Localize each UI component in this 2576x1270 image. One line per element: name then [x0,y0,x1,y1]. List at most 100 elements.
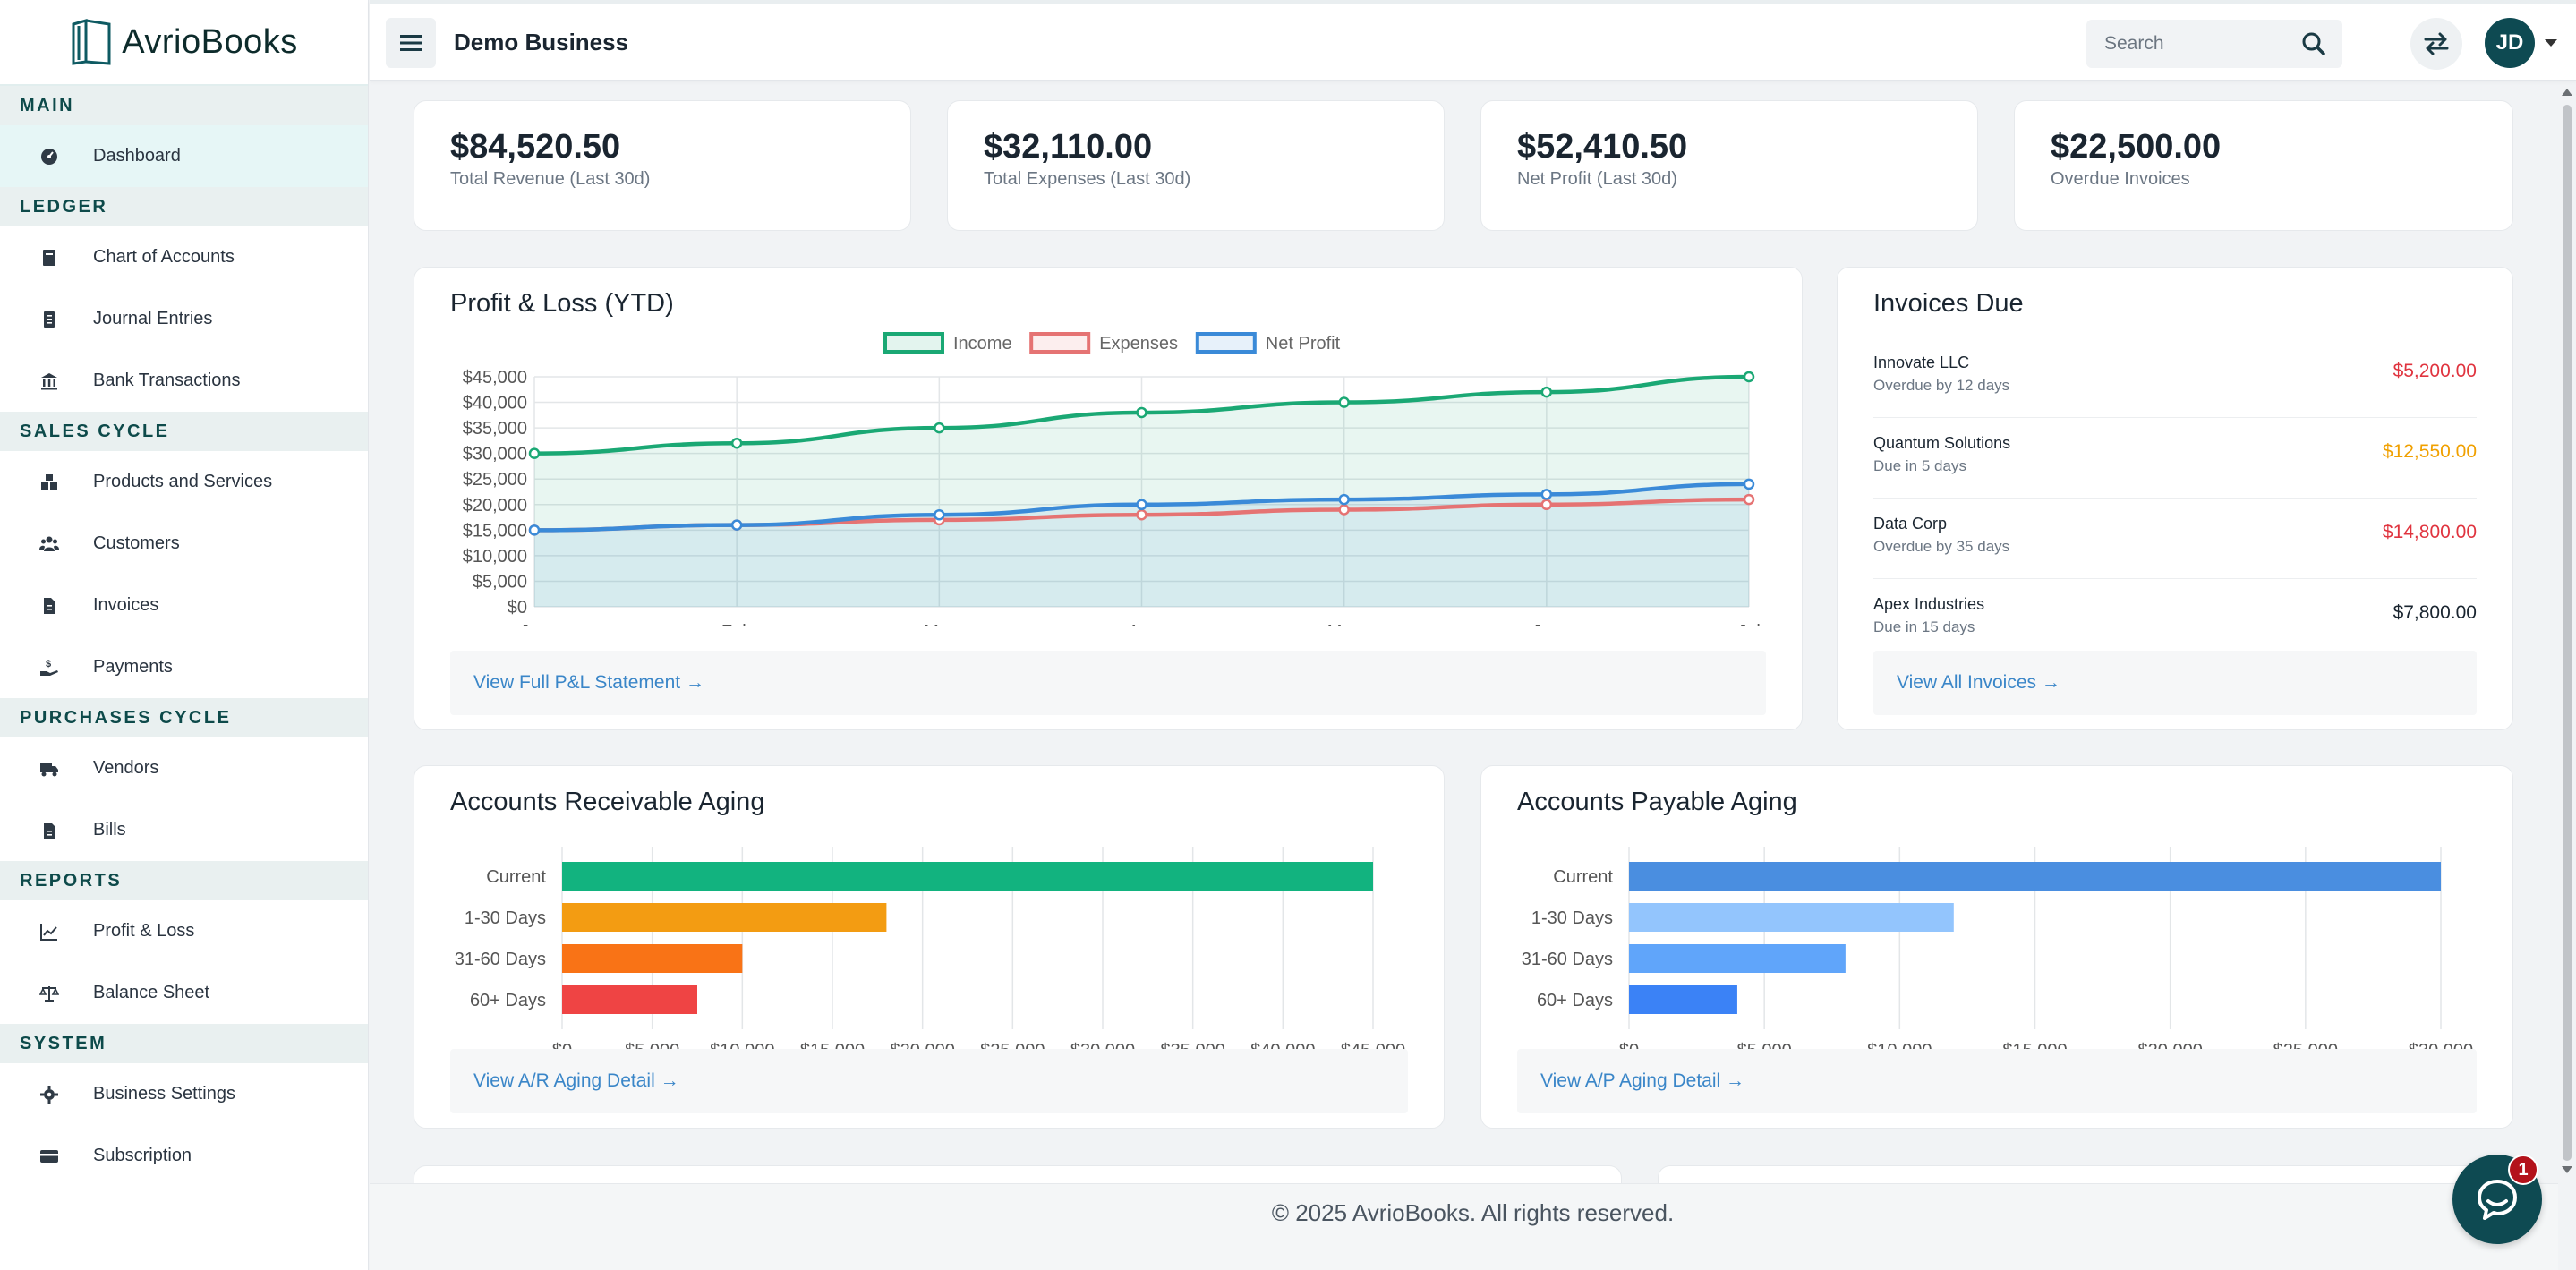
view-all-invoices-link[interactable]: View All Invoices → [1897,672,2060,693]
data-point[interactable] [1743,371,1755,383]
pnl-chart: $45,000 $40,000 $35,000 $30,000 $25,000 $20,0… [463,332,1761,626]
invoice-status: Due in 5 days [1873,457,1966,474]
search-box[interactable] [2086,20,2342,68]
data-point[interactable] [934,508,945,521]
sidebar-item-payments[interactable]: $ Payments [0,636,368,698]
ap-aging-card: Accounts Payable Aging $0$5,000$10,000$1… [1480,765,2513,1129]
y-tick-label: 1-30 Days [465,908,546,928]
menu-toggle-button[interactable] [386,18,436,68]
sidebar: AvrioBooks MAIN Dashboard LEDGER Chart o… [0,0,369,1270]
view-ar-aging-link[interactable]: View A/R Aging Detail → [473,1070,679,1091]
data-point[interactable] [1743,493,1755,506]
scrollbar[interactable] [2558,85,2576,1177]
sidebar-item-business-settings[interactable]: Business Settings [0,1063,368,1125]
bar[interactable] [562,903,887,932]
nav-section-title: SYSTEM [0,1024,368,1063]
bar[interactable] [1629,862,2441,891]
sidebar-item-label: Payments [93,657,173,677]
data-point[interactable] [1338,493,1350,506]
invoice-amount: $12,550.00 [2382,441,2477,462]
scroll-thumb[interactable] [2563,105,2572,1161]
data-point[interactable] [1136,508,1147,521]
data-point[interactable] [1338,396,1350,408]
invoice-row[interactable]: Data Corp Overdue by 35 days $14,800.00 [1873,499,2477,579]
scroll-down-icon[interactable] [2562,1166,2572,1173]
sidebar-item-dashboard[interactable]: Dashboard [0,125,368,187]
data-point[interactable] [1136,499,1147,511]
bar[interactable] [562,944,743,973]
sidebar-item-label: Products and Services [93,472,273,491]
truck-icon [39,759,59,779]
chevron-down-icon[interactable] [2545,39,2557,47]
kpi-label: Total Revenue (Last 30d) [450,169,651,189]
bar[interactable] [562,862,1373,891]
bar[interactable] [562,985,697,1014]
invoice-amount: $5,200.00 [2393,361,2477,381]
y-tick-label: $45,000 [463,368,527,388]
sidebar-item-label: Bills [93,820,126,840]
sidebar-item-journal-entries[interactable]: Journal Entries [0,288,368,350]
bar[interactable] [1629,903,1954,932]
view-ap-aging-link[interactable]: View A/P Aging Detail → [1540,1070,1745,1091]
data-point[interactable] [528,447,541,459]
sidebar-item-vendors[interactable]: Vendors [0,737,368,799]
search-icon[interactable] [2301,31,2326,61]
invoice-customer: Apex Industries [1873,595,1985,613]
sidebar-item-bills[interactable]: Bills [0,799,368,861]
data-point[interactable] [528,524,541,536]
x-tick-label: Mar [924,622,955,626]
view-pnl-link[interactable]: View Full P&L Statement → [473,672,704,693]
bar[interactable] [1629,944,1846,973]
invoice-row[interactable]: Apex Industries Due in 15 days $7,800.00 [1873,579,2477,660]
brand[interactable]: AvrioBooks [0,0,368,86]
search-input[interactable] [2104,33,2301,55]
invoice-amount: $14,800.00 [2382,522,2477,542]
legend-label[interactable]: Net Profit [1266,334,1341,354]
data-point[interactable] [730,437,743,449]
legend-swatch[interactable] [1195,332,1257,354]
data-point[interactable] [1136,406,1147,419]
data-point[interactable] [1540,489,1553,500]
bar[interactable] [1629,985,1737,1014]
legend-label[interactable]: Expenses [1099,334,1178,354]
kpi-value: $84,520.50 [450,128,621,166]
invoice-status: Overdue by 35 days [1873,538,2010,555]
brand-name: AvrioBooks [122,22,298,61]
sidebar-item-customers[interactable]: Customers [0,513,368,575]
invoices-due-footer: View All Invoices → [1873,651,2477,715]
sidebar-item-subscription[interactable]: Subscription [0,1125,368,1187]
gear-icon [39,1085,59,1104]
user-avatar[interactable]: JD [2485,18,2535,68]
business-name[interactable]: Demo Business [454,29,629,55]
top-header: Demo Business JD [370,0,2576,81]
switch-business-button[interactable] [2410,18,2462,70]
partial-card [1658,1165,2513,1183]
svg-text:$: $ [46,659,51,669]
sidebar-item-invoices[interactable]: Invoices [0,575,368,636]
sidebar-item-products-and-services[interactable]: Products and Services [0,451,368,513]
data-point[interactable] [730,519,743,531]
line-chart-icon [39,922,59,942]
invoice-row[interactable]: Innovate LLC Overdue by 12 days $5,200.0… [1873,337,2477,418]
sidebar-item-profit-loss[interactable]: Profit & Loss [0,900,368,962]
legend-label[interactable]: Income [953,334,1012,354]
sidebar-item-label: Journal Entries [93,309,213,328]
y-tick-label: $40,000 [463,394,527,413]
data-point[interactable] [934,422,945,434]
data-point[interactable] [1540,386,1553,398]
legend-swatch[interactable] [883,332,944,354]
sidebar-item-bank-transactions[interactable]: Bank Transactions [0,350,368,412]
data-point[interactable] [1540,499,1553,511]
kpi-label: Net Profit (Last 30d) [1517,169,1677,189]
scale-icon [39,984,59,1003]
invoice-row[interactable]: Quantum Solutions Due in 5 days $12,550.… [1873,418,2477,499]
sidebar-item-balance-sheet[interactable]: Balance Sheet [0,962,368,1024]
scroll-up-icon[interactable] [2562,89,2572,96]
chat-notification-badge: 1 [2508,1155,2538,1185]
ap-aging-chart: $0$5,000$10,000$15,000$20,000$25,000$30,… [1522,847,2473,1061]
y-tick-label: Current [486,867,546,887]
data-point[interactable] [1338,504,1350,516]
legend-swatch[interactable] [1029,332,1091,354]
sidebar-item-chart-of-accounts[interactable]: Chart of Accounts [0,226,368,288]
data-point[interactable] [1743,478,1755,490]
